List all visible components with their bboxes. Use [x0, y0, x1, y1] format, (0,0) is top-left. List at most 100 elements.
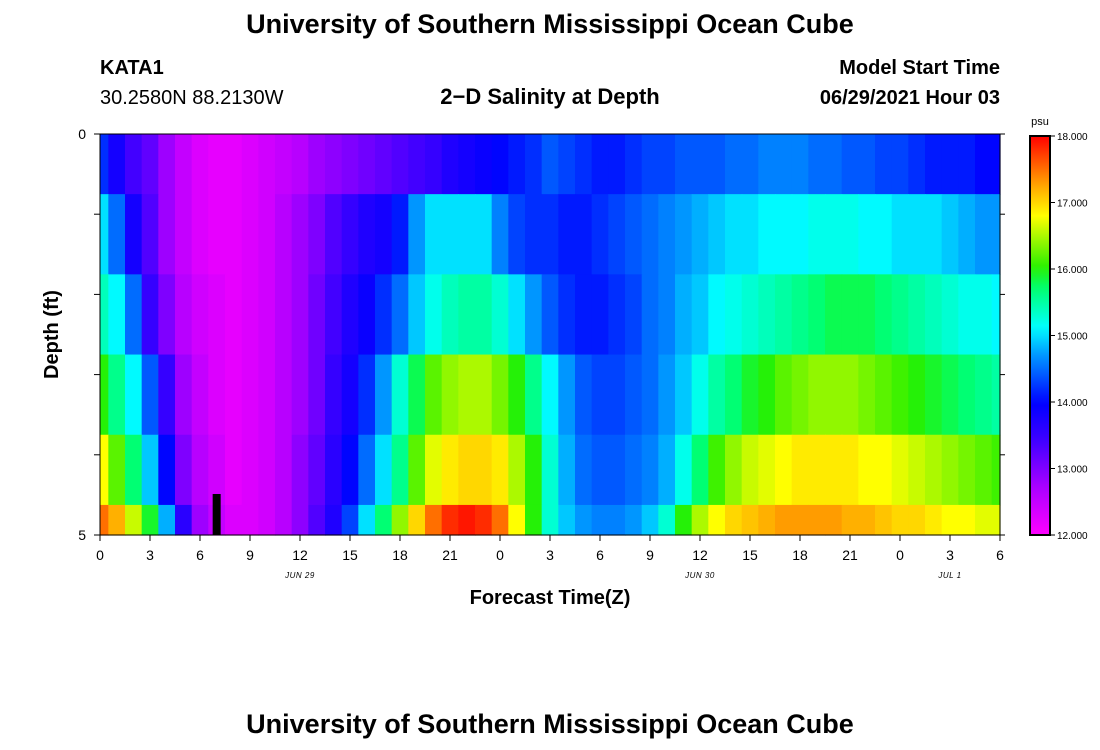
heatmap-cell: [608, 274, 626, 356]
heatmap-cell: [708, 134, 726, 195]
heatmap-cell: [525, 434, 543, 506]
model-start-value: 06/29/2021 Hour 03: [819, 87, 1000, 109]
heatmap-cell: [141, 134, 159, 195]
heatmap-cell: [275, 434, 293, 506]
heatmap-cell: [791, 194, 809, 275]
heatmap-cell: [325, 504, 343, 536]
x-tick-label: 15: [742, 547, 758, 563]
heatmap-cell: [325, 434, 343, 506]
heatmap-cell: [100, 274, 109, 356]
heatmap-cell: [658, 434, 676, 506]
heatmap-cell: [791, 504, 809, 536]
heatmap-cell: [575, 354, 593, 436]
heatmap-cell: [791, 274, 809, 356]
heatmap-cell: [858, 134, 876, 195]
date-label: JUL 1: [937, 571, 961, 580]
heatmap-cell: [825, 504, 843, 536]
x-tick-label: 3: [946, 547, 954, 563]
heatmap-cell: [925, 194, 943, 275]
heatmap-cell: [108, 504, 126, 536]
x-tick-label: 3: [146, 547, 154, 563]
heatmap-cell: [708, 434, 726, 506]
heatmap-cell: [825, 354, 843, 436]
heatmap-cell: [891, 504, 909, 536]
heatmap-cell: [641, 354, 659, 436]
heatmap-cell: [125, 354, 143, 436]
heatmap-cell: [675, 134, 693, 195]
heatmap-cell: [391, 504, 409, 536]
heatmap-cell: [691, 434, 709, 506]
heatmap-cell: [291, 134, 309, 195]
heatmap-cell: [925, 274, 943, 356]
heatmap-cell: [591, 504, 609, 536]
heatmap-cell: [425, 274, 443, 356]
heatmap-cell: [975, 134, 993, 195]
heatmap-cell: [575, 434, 593, 506]
heatmap-cell: [708, 504, 726, 536]
heatmap-cell: [891, 194, 909, 275]
page-title: University of Southern Mississippi Ocean…: [246, 9, 854, 39]
heatmap-cell: [625, 194, 643, 275]
heatmap-cell: [408, 354, 426, 436]
heatmap-cell: [308, 194, 326, 275]
heatmap-cell: [425, 434, 443, 506]
x-tick-label: 12: [292, 547, 308, 563]
heatmap-cell: [425, 504, 443, 536]
colorbar-label: 12.000: [1057, 531, 1088, 542]
heatmap-cell: [241, 274, 259, 356]
heatmap-cell: [991, 274, 1001, 356]
heatmap-cell: [625, 434, 643, 506]
heatmap-cell: [125, 134, 143, 195]
heatmap-cell: [241, 194, 259, 275]
x-tick-label: 12: [692, 547, 708, 563]
heatmap-cell: [858, 354, 876, 436]
heatmap-cell: [608, 504, 626, 536]
heatmap-cell: [608, 194, 626, 275]
heatmap-cell: [991, 354, 1001, 436]
heatmap-cell: [775, 194, 793, 275]
heatmap-cell: [641, 274, 659, 356]
heatmap-cell: [875, 194, 893, 275]
heatmap-cell: [275, 134, 293, 195]
heatmap-cell: [508, 434, 526, 506]
heatmap-cell: [675, 274, 693, 356]
x-tick-label: 3: [546, 547, 554, 563]
heatmap-cell: [625, 354, 643, 436]
heatmap-cell: [241, 354, 259, 436]
x-tick-label: 6: [196, 547, 204, 563]
heatmap-cell: [875, 354, 893, 436]
heatmap-cell: [391, 194, 409, 275]
heatmap-cell: [308, 274, 326, 356]
heatmap-cell: [141, 194, 159, 275]
heatmap-cell: [841, 504, 859, 536]
heatmap-cell: [725, 194, 743, 275]
heatmap-cell: [708, 194, 726, 275]
heatmap-cell: [358, 504, 376, 536]
heatmap-cell: [958, 354, 976, 436]
heatmap-cell: [108, 194, 126, 275]
heatmap-cell: [608, 134, 626, 195]
heatmap-cell: [325, 134, 343, 195]
heatmap-cell: [408, 434, 426, 506]
heatmap-cell: [158, 134, 176, 195]
heatmap-cell: [125, 504, 143, 536]
heatmap-cell: [141, 354, 159, 436]
heatmap-cell: [208, 354, 226, 436]
x-tick-label: 0: [496, 547, 504, 563]
heatmap-cell: [891, 274, 909, 356]
heatmap-cell: [541, 274, 559, 356]
heatmap-cell: [100, 434, 109, 506]
heatmap-cell: [841, 434, 859, 506]
heatmap-cell: [758, 354, 776, 436]
heatmap-cell: [458, 504, 476, 536]
heatmap-cell: [391, 354, 409, 436]
heatmap-cell: [475, 354, 493, 436]
heatmap-cell: [341, 504, 359, 536]
heatmap-cell: [225, 504, 243, 536]
heatmap-cell: [225, 274, 243, 356]
heatmap-cell: [375, 134, 393, 195]
heatmap-cell: [475, 434, 493, 506]
heatmap-cell: [508, 354, 526, 436]
heatmap-cell: [158, 504, 176, 536]
